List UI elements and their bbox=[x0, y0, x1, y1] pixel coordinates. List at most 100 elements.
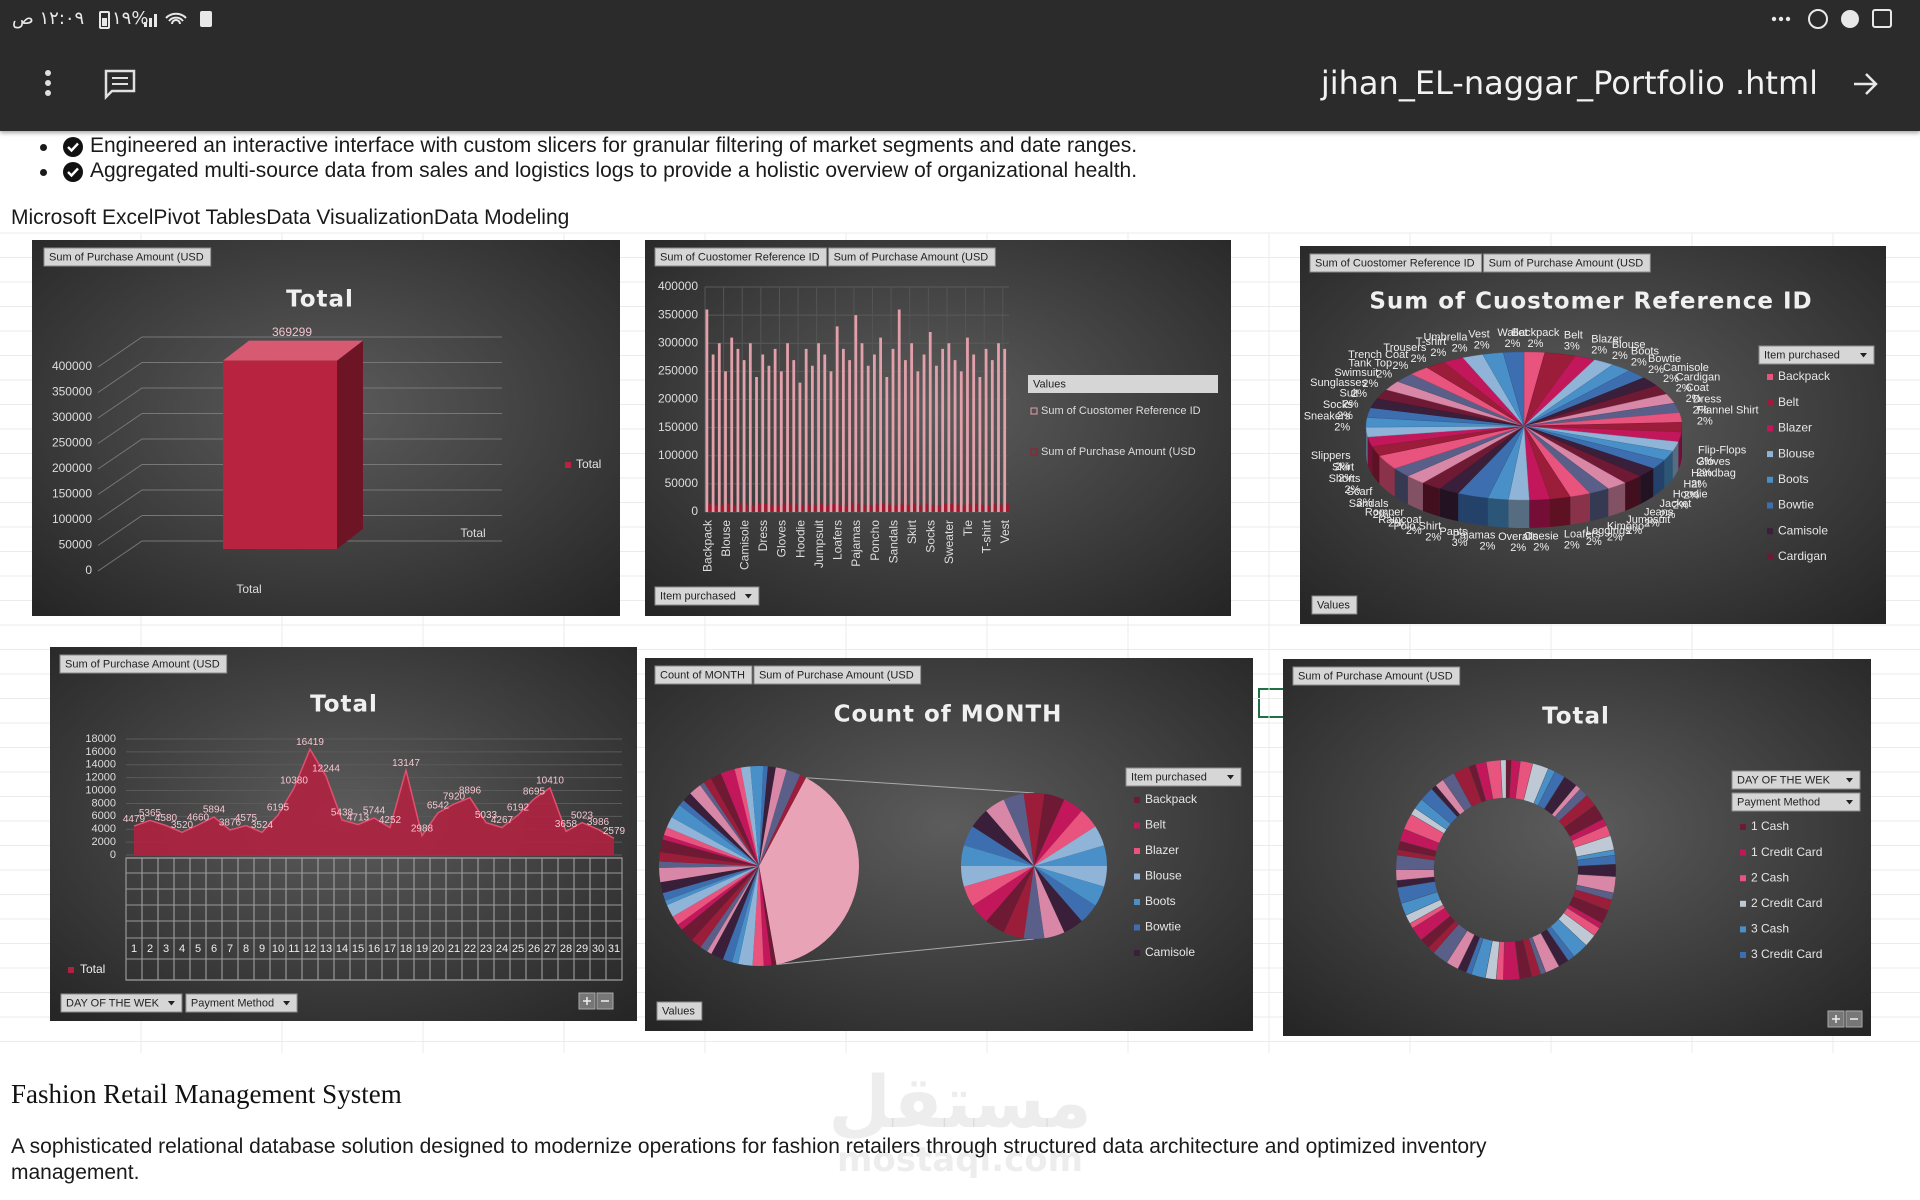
slice-value-label: 2% bbox=[1344, 484, 1360, 496]
slice-label: Sneakers bbox=[1304, 411, 1351, 423]
bar bbox=[999, 504, 1003, 512]
pie-slice bbox=[704, 778, 759, 866]
legend-marker bbox=[1134, 873, 1140, 880]
field-button[interactable] bbox=[1731, 792, 1861, 812]
legend-marker bbox=[1767, 553, 1773, 560]
field-button[interactable] bbox=[753, 665, 922, 685]
slice-label: Sandals bbox=[1349, 498, 1389, 510]
bar bbox=[705, 309, 709, 512]
x-tick-label: 31 bbox=[608, 943, 620, 955]
data-label: 5894 bbox=[203, 805, 226, 816]
top-bar: ١٢:٠٩ ص %١٩ jihan_EL-nagga bbox=[0, 0, 1920, 131]
pie-slice bbox=[672, 866, 759, 925]
chart-panel: Sum of Purchase Amount (USD Total 0 50000 10… bbox=[32, 240, 620, 616]
pie-slice bbox=[759, 766, 776, 866]
slice-value-label: 3% bbox=[1564, 340, 1580, 352]
pie-slice bbox=[740, 766, 759, 866]
data-label: 16419 bbox=[296, 737, 324, 748]
field-button[interactable] bbox=[185, 993, 298, 1013]
menu-dot[interactable] bbox=[45, 80, 51, 86]
field-button[interactable] bbox=[60, 993, 183, 1013]
pie-slice bbox=[759, 774, 806, 866]
bar bbox=[975, 503, 978, 512]
slice-value-label: 2% bbox=[1691, 478, 1707, 490]
field-button[interactable] bbox=[656, 1001, 703, 1021]
data-label: 12244 bbox=[312, 764, 340, 775]
bar bbox=[761, 354, 765, 512]
bar bbox=[966, 337, 969, 512]
data-label: 3520 bbox=[171, 820, 194, 831]
field-button[interactable] bbox=[59, 654, 228, 674]
comment-icon[interactable] bbox=[104, 69, 136, 101]
legend-label: Blazer bbox=[1145, 843, 1179, 857]
pie-slice bbox=[972, 810, 1034, 866]
bar bbox=[987, 505, 991, 512]
slice-label: Trench Coat bbox=[1348, 349, 1408, 361]
bar bbox=[869, 505, 873, 512]
field-button[interactable] bbox=[1309, 253, 1483, 273]
field-button[interactable] bbox=[828, 247, 996, 267]
bar bbox=[826, 505, 829, 512]
dropdown-arrow bbox=[1227, 775, 1234, 780]
pie-slice bbox=[1034, 866, 1082, 933]
y-tick-label: 50000 bbox=[59, 538, 93, 552]
dropdown-arrow bbox=[1846, 800, 1853, 805]
field-button[interactable] bbox=[43, 247, 212, 267]
data-label: 3876 bbox=[219, 818, 242, 829]
field-button-label: Sum of Purchase Amount (USD bbox=[1298, 670, 1453, 682]
data-label: 3658 bbox=[555, 819, 578, 830]
menu-dot[interactable] bbox=[45, 70, 51, 76]
legend-label: Belt bbox=[1778, 395, 1799, 409]
menu-dot[interactable] bbox=[45, 90, 51, 96]
field-button[interactable] bbox=[1292, 666, 1461, 686]
pie-slice bbox=[1034, 793, 1065, 866]
field-button[interactable] bbox=[654, 247, 828, 267]
field-button[interactable] bbox=[1483, 253, 1651, 273]
data-label: 4252 bbox=[379, 815, 402, 826]
legend-marker bbox=[1134, 848, 1140, 854]
data-label: 2579 bbox=[603, 826, 626, 837]
x-tick-label: Poncho bbox=[868, 520, 882, 561]
bar bbox=[757, 503, 761, 512]
field-button[interactable] bbox=[1758, 345, 1875, 365]
bar bbox=[736, 348, 740, 512]
field-button[interactable] bbox=[1311, 595, 1358, 615]
x-tick-label: Pajamas bbox=[849, 520, 863, 567]
bar bbox=[900, 504, 904, 512]
grid-line bbox=[97, 464, 502, 495]
pie-slice-side bbox=[1458, 493, 1488, 526]
x-tick-label: Gloves bbox=[775, 520, 789, 557]
comment-lines bbox=[112, 77, 128, 85]
grid-line bbox=[97, 336, 502, 368]
data-label: 5744 bbox=[363, 806, 386, 817]
slice-label: T-shirt bbox=[1416, 336, 1447, 348]
pie-slice bbox=[759, 866, 772, 966]
slice-value-label: 3% bbox=[1452, 537, 1468, 549]
legend-marker bbox=[1767, 374, 1773, 380]
data-label: 10380 bbox=[280, 776, 308, 787]
field-button[interactable] bbox=[1731, 770, 1861, 790]
bar bbox=[832, 504, 836, 512]
slice-label: Jacket bbox=[1660, 498, 1692, 510]
bar bbox=[848, 360, 851, 512]
legend-marker bbox=[1767, 476, 1773, 483]
field-button[interactable] bbox=[1125, 767, 1242, 787]
chart-panel: Count of MONTH Sum of Purchase Amount (US… bbox=[645, 658, 1253, 1031]
legend-marker bbox=[1134, 924, 1140, 931]
field-button[interactable] bbox=[654, 586, 760, 606]
field-button-label: Count of MONTH bbox=[660, 669, 745, 681]
pie-slice-side bbox=[1394, 468, 1408, 505]
pie-slice-side bbox=[1439, 488, 1459, 522]
slice-value-label: 2% bbox=[1533, 541, 1549, 553]
bar bbox=[885, 377, 889, 512]
pie-slice bbox=[681, 866, 759, 941]
legend-marker bbox=[1740, 875, 1746, 882]
x-tick-label: 19 bbox=[416, 943, 428, 955]
bar bbox=[906, 504, 910, 512]
slice-label: Leggings bbox=[1586, 525, 1631, 537]
legend-label: 3 Credit Card bbox=[1751, 947, 1822, 961]
field-button[interactable] bbox=[654, 665, 753, 685]
pie-slice bbox=[1034, 845, 1107, 866]
forward-arrow[interactable] bbox=[1850, 68, 1882, 100]
